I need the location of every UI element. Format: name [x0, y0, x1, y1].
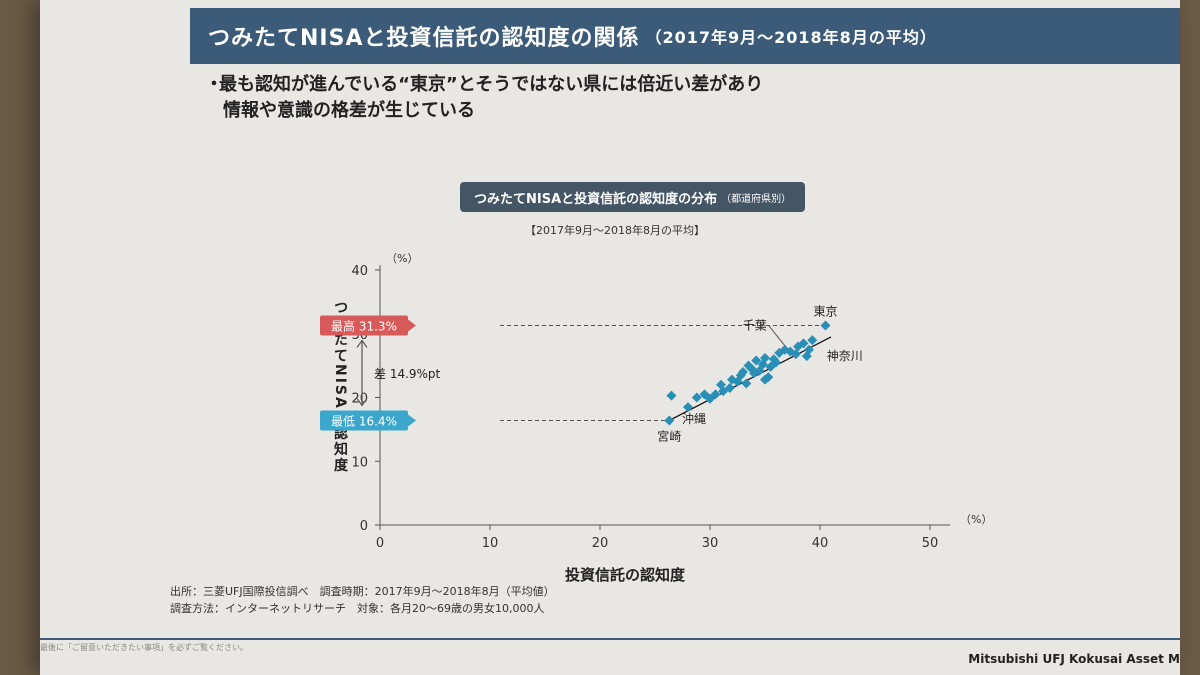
document-page: つみたてNISAと投資信託の認知度の関係 （2017年9月～2018年8月の平均…: [40, 0, 1180, 675]
data-point: [683, 402, 693, 413]
annotation-label: 神奈川: [827, 349, 863, 363]
chart-plot-area: 01020304050010203040（%）（%）投資信託の認知度つみたてNI…: [320, 252, 992, 584]
data-point: [790, 349, 801, 360]
footer-notes: 出所：三菱UFJ国際投信調べ 調査時期：2017年9月～2018年8月（平均値）…: [170, 583, 555, 617]
gap-label: 差 14.9%pt: [374, 367, 441, 381]
x-tick-label: 0: [376, 536, 384, 551]
data-point: [763, 372, 774, 383]
min-badge-bg: [320, 410, 408, 431]
data-point: [760, 352, 770, 363]
x-tick-label: 10: [482, 536, 499, 551]
x-axis-unit: （%）: [960, 513, 992, 526]
gap-arrow-head-down: [356, 398, 368, 407]
data-point: [804, 344, 814, 355]
max-badge-label: 最高 31.3%: [331, 318, 397, 333]
scatter-chart: つみたてNISAと投資信託の認知度の分布 （都道府県別） 【2017年9月～20…: [70, 160, 1170, 640]
data-point: [666, 390, 677, 401]
data-point: [724, 382, 735, 393]
data-point: [710, 389, 721, 400]
data-point: [798, 338, 809, 349]
page-header: つみたてNISAと投資信託の認知度の関係 （2017年9月～2018年8月の平均…: [190, 8, 1180, 64]
annotation-label: 沖縄: [682, 411, 706, 426]
page-title: つみたてNISAと投資信託の認知度の関係: [208, 26, 640, 51]
bullet-dot-icon: ・: [205, 74, 223, 95]
annotation-label: 千葉: [743, 319, 767, 333]
x-tick-label: 40: [812, 536, 829, 551]
chart-title-main: つみたてNISAと投資信託の認知度の分布: [474, 191, 718, 207]
x-tick-label: 20: [592, 536, 609, 551]
chart-title-small: （都道府県別）: [721, 193, 792, 205]
data-point: [691, 392, 702, 403]
min-badge-label: 最低 16.4%: [331, 414, 397, 428]
data-point: [664, 415, 675, 426]
bullet-line-2: 情報や意識の格差が生じている: [223, 100, 475, 121]
footer-method: 調査方法：インターネットリサーチ 対象：各月20～69歳の男女10,000人: [170, 602, 545, 615]
bullet-point: ・最も認知が進んでいる“東京”とそうではない県には倍近い差があり 情報や意識の格…: [205, 72, 1105, 124]
disclaimer-text: 最後に「ご留意いただきたい事項」を必ずご覧ください。: [40, 643, 248, 652]
annotation-label: 東京: [813, 304, 837, 318]
bottom-divider: [40, 638, 1180, 640]
max-badge-bg: [320, 315, 408, 336]
chart-title: つみたてNISAと投資信託の認知度の分布 （都道府県別）: [460, 182, 806, 212]
footer-source: 出所：三菱UFJ国際投信調べ 調査時期：2017年9月～2018年8月（平均値）: [170, 585, 555, 598]
trend-line: [669, 336, 832, 422]
min-badge-arrow: [408, 414, 416, 427]
page-title-period: （2017年9月～2018年8月の平均）: [645, 28, 937, 47]
bullet-line-1: 最も認知が進んでいる“東京”とそうではない県には倍近い差があり: [219, 74, 764, 95]
chart-subtitle: 【2017年9月～2018年8月の平均】: [525, 224, 705, 237]
max-badge-arrow: [408, 319, 416, 332]
data-point: [738, 367, 748, 377]
x-tick-label: 30: [702, 536, 719, 551]
y-tick-label: 40: [351, 264, 368, 279]
annotation-label: 宮崎: [657, 428, 681, 443]
annotation-leader: [768, 325, 786, 346]
x-axis-label: 投資信託の認知度: [565, 566, 686, 584]
data-point: [751, 355, 762, 366]
data-point: [741, 378, 752, 389]
company-name: Mitsubishi UFJ Kokusai Asset M: [968, 652, 1180, 666]
data-point: [820, 320, 831, 331]
data-point: [771, 357, 781, 368]
x-tick-label: 50: [922, 536, 939, 551]
y-axis-unit: （%）: [386, 252, 418, 265]
y-tick-label: 0: [360, 519, 368, 534]
data-point: [807, 335, 818, 346]
y-tick-label: 20: [351, 392, 368, 407]
y-tick-label: 10: [351, 455, 368, 470]
gap-arrow-head-up: [356, 339, 368, 348]
